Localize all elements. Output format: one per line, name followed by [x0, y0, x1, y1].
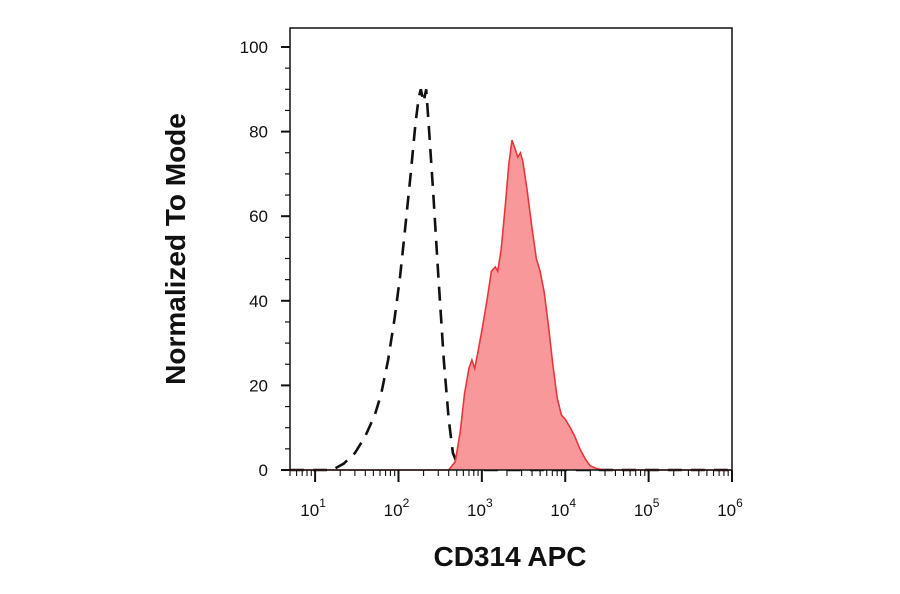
- y-tick-label: 20: [249, 376, 268, 395]
- series-1-fill: [290, 140, 732, 470]
- x-axis-title: CD314 APC: [433, 541, 586, 572]
- y-tick-label: 0: [259, 461, 268, 480]
- plot-frame: [289, 27, 733, 471]
- y-tick-label: 100: [240, 38, 268, 57]
- series-layer: [290, 88, 732, 472]
- axes-layer: [281, 27, 733, 482]
- x-tick-label: 104: [550, 496, 576, 520]
- y-tick-label: 40: [249, 292, 268, 311]
- x-tick-label: 102: [384, 496, 410, 520]
- y-tick-label: 80: [249, 123, 268, 142]
- series-0-dashed-line: [290, 88, 732, 472]
- x-tick-label: 106: [717, 496, 743, 520]
- series-1-line: [290, 139, 732, 471]
- labels-layer: 0 20 40 60 80 100 101 102 103 104 105 106: [240, 38, 743, 520]
- y-tick-label: 60: [249, 207, 268, 226]
- x-tick-label: 103: [467, 496, 493, 520]
- y-axis-title: Normalized To Mode: [160, 113, 191, 385]
- x-tick-label: 101: [300, 496, 326, 520]
- x-tick-label: 105: [634, 496, 660, 520]
